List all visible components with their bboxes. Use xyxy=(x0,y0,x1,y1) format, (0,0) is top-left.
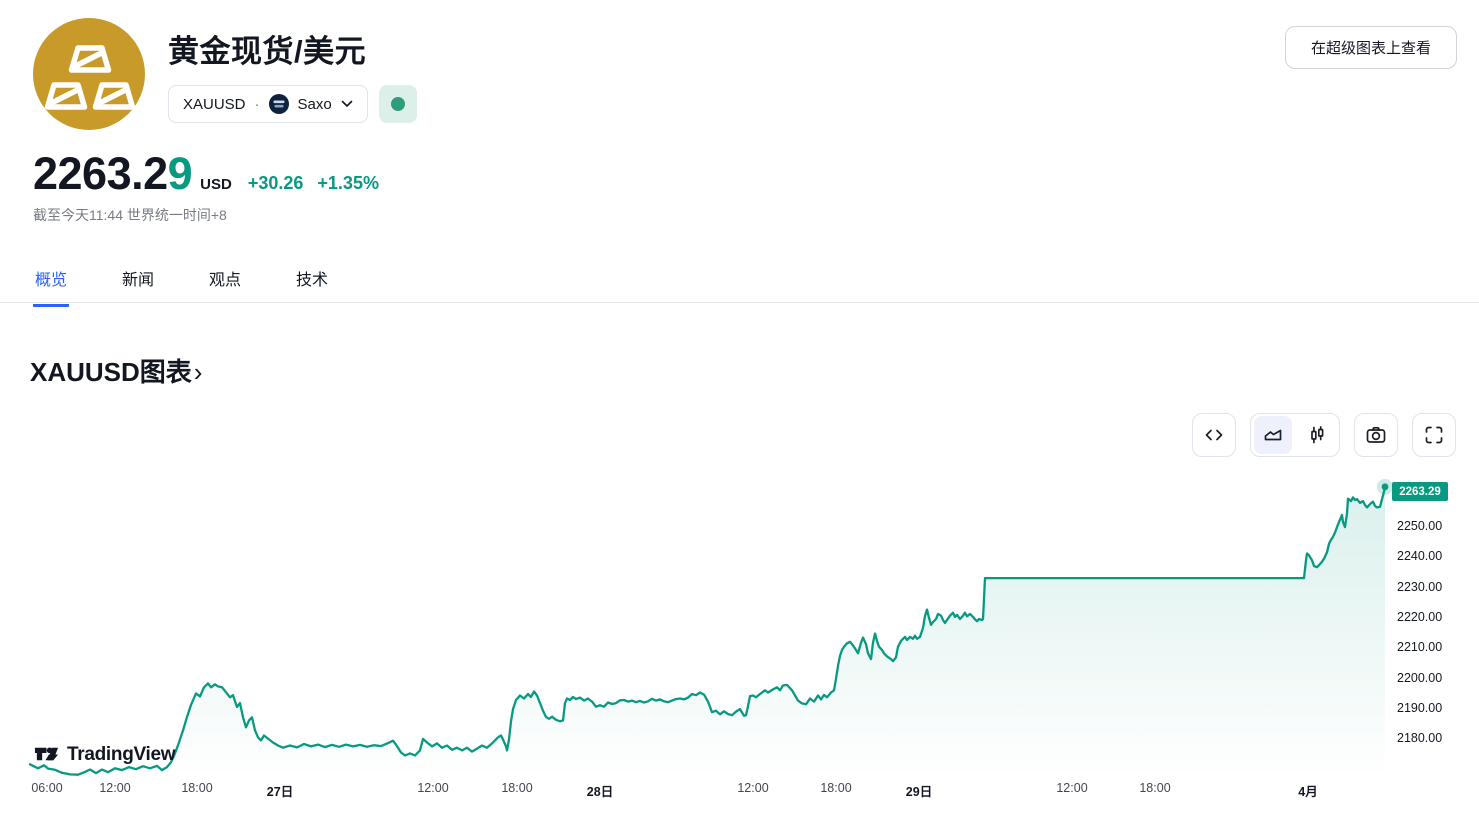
price-tick-label: 2180.00 xyxy=(1397,731,1443,746)
time-tick-label: 27日 xyxy=(266,785,294,799)
time-tick-label: 4月 xyxy=(1298,785,1318,799)
tradingview-attribution[interactable]: TradingView xyxy=(33,741,176,768)
page-title: 黄金现货/美元 xyxy=(168,34,367,69)
price-tick-label: 2230.00 xyxy=(1397,579,1443,594)
chart-section-link[interactable]: XAUUSD图表› xyxy=(30,352,202,389)
quote-row: 2263.29 USD +30.26 +1.35% xyxy=(33,151,379,196)
price-change: +30.26 +1.35% xyxy=(248,173,379,194)
price-scale: 2263.29 2250.00 2240.00 2230.00 2220.00 2210… xyxy=(1392,478,1479,796)
price-chart[interactable] xyxy=(28,478,1393,778)
area-chart-canvas xyxy=(28,478,1393,778)
price-line xyxy=(28,485,1387,776)
tab-overview[interactable]: 概览 xyxy=(33,266,70,307)
source-code-button[interactable] xyxy=(1192,413,1236,457)
quote-timestamp: 截至今天11:44 世界统一时间+8 xyxy=(33,207,227,223)
price-tick-label: 2210.00 xyxy=(1397,640,1443,655)
time-tick-label: 18:00 xyxy=(181,781,213,795)
last-price: 2263.29 xyxy=(33,148,193,199)
change-percent: +1.35% xyxy=(317,173,379,193)
exchange-name: Saxo xyxy=(297,95,332,113)
tab-technicals[interactable]: 技术 xyxy=(296,272,329,289)
time-axis: 06:00 12:00 18:00 27日 12:00 18:00 28日 12:00 18:0… xyxy=(30,781,1385,799)
last-point-dot xyxy=(1381,483,1389,491)
time-tick-label: 12:00 xyxy=(737,781,769,795)
tradingview-logo-icon xyxy=(34,747,59,761)
time-tick-label: 12:00 xyxy=(417,781,449,795)
symbol-page-tabs: 概览 新闻 观点 技术 xyxy=(33,266,330,307)
price-main-digits: 2263.2 xyxy=(33,148,168,199)
chevron-right-icon: › xyxy=(193,357,203,387)
time-tick-label: 06:00 xyxy=(31,781,63,795)
symbol-source-dropdown[interactable]: XAUUSD · Saxo xyxy=(168,85,368,123)
price-tick-label: 2190.00 xyxy=(1397,701,1443,716)
time-tick-label: 18:00 xyxy=(820,781,852,795)
price-tick-label: 2200.00 xyxy=(1397,670,1443,685)
symbol-row: XAUUSD · Saxo xyxy=(168,85,417,123)
fullscreen-icon xyxy=(1425,426,1443,444)
market-status-indicator xyxy=(378,85,417,123)
tradingview-wordmark: TradingView xyxy=(67,743,176,765)
time-tick-label: 18:00 xyxy=(1139,781,1171,795)
candles-icon xyxy=(1311,426,1324,444)
time-tick-label: 29日 xyxy=(905,785,933,799)
chart-type-toggle xyxy=(1250,413,1340,457)
area-chart-button[interactable] xyxy=(1254,416,1292,454)
area-fill xyxy=(30,486,1385,778)
price-currency: USD xyxy=(200,176,232,193)
tab-news[interactable]: 新闻 xyxy=(122,272,155,289)
gold-symbol-logo xyxy=(33,18,145,130)
price-last-digit: 9 xyxy=(167,148,193,199)
time-tick-label: 28日 xyxy=(586,785,614,799)
code-icon xyxy=(1205,429,1223,441)
fullscreen-button[interactable] xyxy=(1412,413,1456,457)
gold-bars-icon xyxy=(33,18,145,130)
candles-chart-button[interactable] xyxy=(1295,413,1339,457)
tab-ideas[interactable]: 观点 xyxy=(209,272,242,289)
separator-dot: · xyxy=(254,95,260,113)
view-superchart-button[interactable]: 在超级图表上查看 xyxy=(1284,26,1457,69)
time-tick-label: 18:00 xyxy=(501,781,533,795)
snapshot-button[interactable] xyxy=(1354,413,1398,457)
divider xyxy=(0,302,1479,303)
chart-toolbar xyxy=(1192,413,1456,457)
camera-icon xyxy=(1366,426,1386,443)
market-open-dot-icon xyxy=(390,97,405,111)
change-absolute: +30.26 xyxy=(247,173,304,193)
saxo-logo xyxy=(268,94,289,114)
time-tick-label: 12:00 xyxy=(99,781,131,795)
symbol-code: XAUUSD xyxy=(183,95,246,113)
time-tick-label: 12:00 xyxy=(1056,781,1088,795)
last-price-badge: 2263.29 xyxy=(1392,482,1448,502)
chart-section-title: XAUUSD图表 xyxy=(30,357,192,387)
area-chart-icon xyxy=(1264,429,1282,441)
chevron-down-icon xyxy=(341,100,353,107)
price-tick-label: 2240.00 xyxy=(1397,549,1443,564)
price-tick-label: 2220.00 xyxy=(1397,610,1443,625)
price-tick-label: 2250.00 xyxy=(1397,519,1443,534)
